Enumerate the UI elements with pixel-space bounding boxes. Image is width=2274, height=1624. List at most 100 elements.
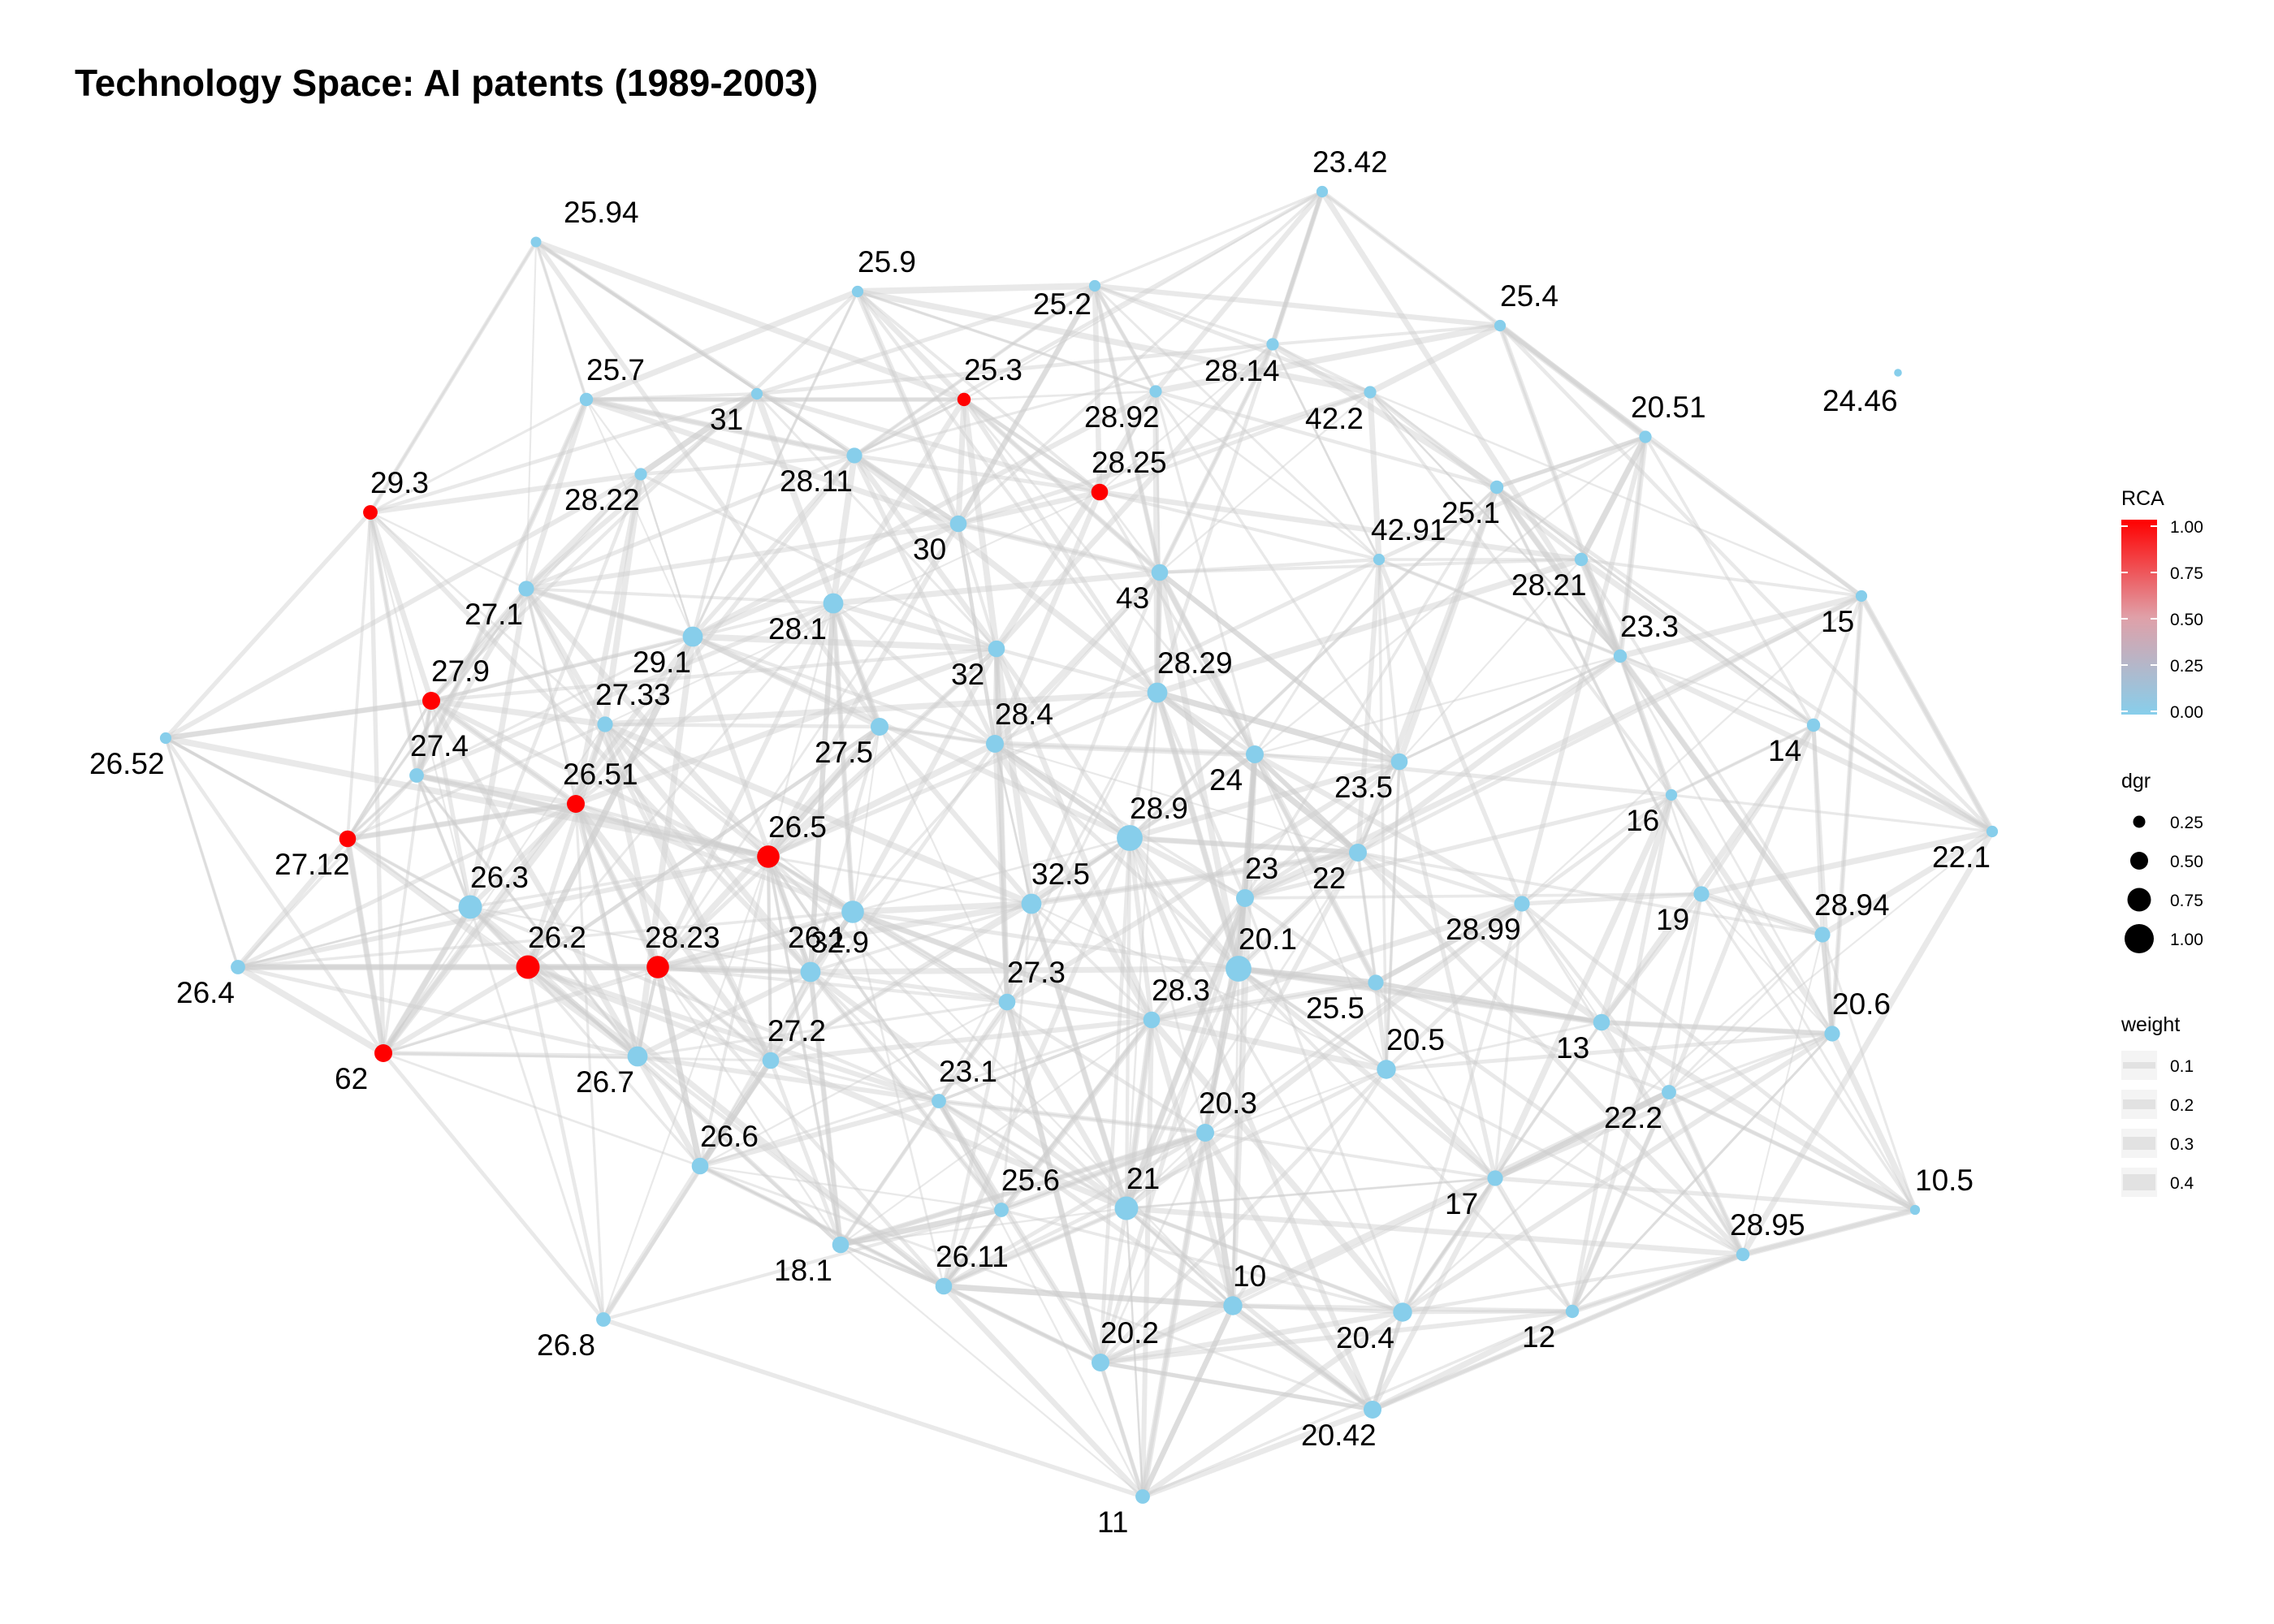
network-edge xyxy=(166,701,431,738)
weight-key-label: 0.2 xyxy=(2170,1096,2194,1115)
node-27.1 xyxy=(518,581,534,596)
node-29.1 xyxy=(683,627,703,647)
node-27.2 xyxy=(763,1052,780,1069)
network-edge xyxy=(833,572,1160,603)
node-42.91 xyxy=(1373,554,1385,565)
network-edge xyxy=(348,512,370,839)
dgr-key-label: 1.00 xyxy=(2170,931,2203,949)
node-21 xyxy=(1115,1197,1139,1220)
network-edge xyxy=(383,1053,638,1056)
node-label-20.42: 20.42 xyxy=(1301,1419,1377,1452)
node-25.3 xyxy=(958,393,971,406)
node-label-25.6: 25.6 xyxy=(1001,1164,1060,1197)
node-label-28.1: 28.1 xyxy=(768,612,827,646)
node-26.52 xyxy=(160,732,171,744)
node-label-25.5: 25.5 xyxy=(1306,991,1364,1025)
node-20.1 xyxy=(1226,956,1252,982)
node-25.4 xyxy=(1494,320,1506,331)
node-27.12 xyxy=(339,831,357,848)
node-12 xyxy=(1566,1305,1579,1318)
node-label-28.3: 28.3 xyxy=(1152,974,1210,1007)
network-edge xyxy=(1245,898,1743,1255)
node-32 xyxy=(988,641,1005,658)
node-label-25.4: 25.4 xyxy=(1500,279,1559,313)
node-28.94 xyxy=(1814,926,1830,942)
network-edge xyxy=(958,400,964,524)
dgr-key-label: 0.75 xyxy=(2170,892,2203,910)
node-label-13: 13 xyxy=(1556,1031,1589,1065)
node-28.99 xyxy=(1514,896,1529,911)
node-20.51 xyxy=(1639,430,1651,443)
node-label-12: 12 xyxy=(1522,1320,1555,1354)
node-label-25.2: 25.2 xyxy=(1033,287,1092,321)
node-label-26.52: 26.52 xyxy=(89,747,165,780)
node-label-25.3: 25.3 xyxy=(964,353,1022,387)
weight-key-label: 0.3 xyxy=(2170,1135,2194,1154)
node-label-32.5: 32.5 xyxy=(1031,857,1090,891)
node-label-24.46: 24.46 xyxy=(1822,384,1898,417)
node-28.1 xyxy=(824,594,844,614)
network-edge xyxy=(944,1286,1233,1306)
node-25.5 xyxy=(1368,974,1383,990)
node-28.25 xyxy=(1092,484,1109,501)
node-label-42.2: 42.2 xyxy=(1305,402,1364,435)
network-edge xyxy=(536,242,586,400)
node-28.21 xyxy=(1575,553,1588,566)
node-label-27.9: 27.9 xyxy=(431,654,490,688)
node-14 xyxy=(1807,719,1820,732)
legend-rca-title: RCA xyxy=(2121,487,2164,510)
node-29.3 xyxy=(363,505,378,520)
node-label-26.2: 26.2 xyxy=(528,921,586,954)
node-label-23.42: 23.42 xyxy=(1312,145,1388,179)
dgr-key-label: 0.50 xyxy=(2170,853,2203,871)
node-28.23 xyxy=(646,956,669,978)
network-edge xyxy=(166,512,370,738)
node-label-25.7: 25.7 xyxy=(586,353,645,387)
node-label-28.4: 28.4 xyxy=(995,698,1053,731)
rca-tick-label: 0.75 xyxy=(2170,564,2203,583)
node-label-20.5: 20.5 xyxy=(1386,1023,1445,1056)
node-20.6 xyxy=(1824,1026,1840,1041)
node-26.7 xyxy=(628,1047,648,1067)
node-label-20.6: 20.6 xyxy=(1832,987,1891,1021)
weight-key-label: 0.1 xyxy=(2170,1057,2194,1076)
node-23.1 xyxy=(932,1094,946,1108)
node-28.92 xyxy=(1149,385,1161,397)
node-label-28.23: 28.23 xyxy=(645,921,720,954)
node-62 xyxy=(374,1044,392,1062)
node-label-20.1: 20.1 xyxy=(1239,922,1297,956)
node-27.5 xyxy=(871,718,888,736)
node-label-28.99: 28.99 xyxy=(1446,913,1521,946)
network-edge xyxy=(1095,192,1322,286)
node-25.7 xyxy=(580,393,593,406)
node-31 xyxy=(751,388,763,400)
network-edge xyxy=(1495,1178,1915,1210)
node-label-43: 43 xyxy=(1116,581,1149,615)
node-label-14: 14 xyxy=(1768,734,1801,767)
network-edge xyxy=(641,474,693,637)
node-28.11 xyxy=(846,447,862,463)
node-10.5 xyxy=(1910,1205,1920,1215)
node-label-27.33: 27.33 xyxy=(595,678,671,711)
node-label-19: 19 xyxy=(1656,903,1689,936)
node-label-28.11: 28.11 xyxy=(780,464,853,498)
dgr-keys: 0.250.500.751.00 xyxy=(2125,814,2203,953)
node-label-25.1: 25.1 xyxy=(1442,496,1500,529)
node-label-26.4: 26.4 xyxy=(176,976,235,1009)
node-label-17: 17 xyxy=(1445,1187,1478,1220)
node-20.4 xyxy=(1393,1302,1412,1321)
node-label-28.25: 28.25 xyxy=(1092,446,1167,479)
network-edge xyxy=(383,967,528,1053)
node-label-10: 10 xyxy=(1233,1259,1266,1293)
node-26.3 xyxy=(459,896,482,919)
network-edge xyxy=(1370,392,1497,487)
node-label-10.5: 10.5 xyxy=(1915,1164,1974,1197)
node-label-16: 16 xyxy=(1626,804,1659,837)
node-25.9 xyxy=(852,286,863,297)
dgr-key-dot xyxy=(2133,816,2146,828)
node-22.1 xyxy=(1987,826,1998,837)
node-label-32.9: 32.9 xyxy=(811,926,869,959)
node-label-25.94: 25.94 xyxy=(564,196,639,229)
node-label-28.21: 28.21 xyxy=(1511,568,1587,602)
